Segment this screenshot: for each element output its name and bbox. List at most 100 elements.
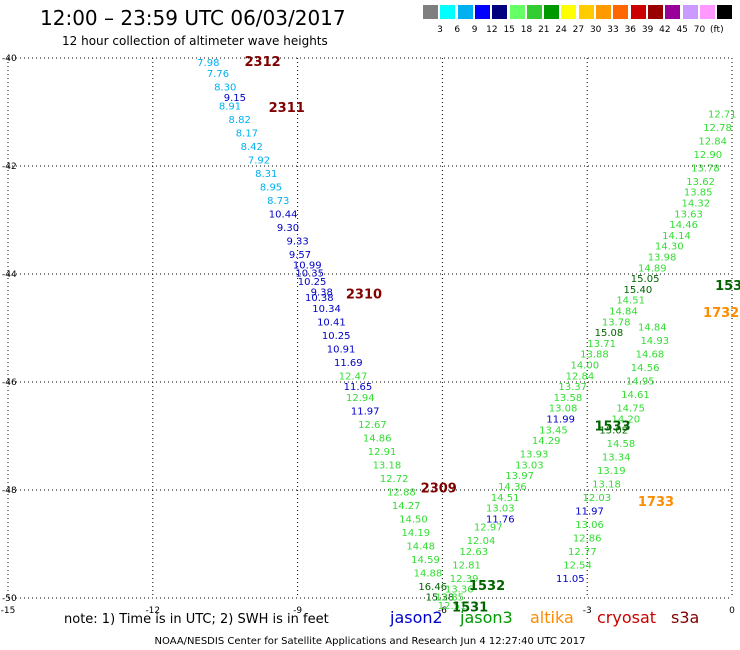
wave-height-label: 9.57 [289, 250, 311, 261]
wave-height-label: 12.81 [452, 560, 481, 571]
wave-height-label: 12.54 [563, 560, 592, 571]
wave-height-label: 12.71 [708, 109, 737, 120]
track-time-label: 1733 [638, 495, 674, 510]
color-scale-label: 45 [676, 25, 688, 35]
wave-height-label: 8.17 [236, 128, 258, 139]
color-scale-swatch [630, 5, 646, 19]
wave-height-label: 11.69 [334, 358, 363, 369]
color-scale-label: 33 [607, 25, 619, 35]
wave-height-label: 14.68 [636, 350, 665, 361]
wave-height-label: 14.27 [392, 501, 421, 512]
satellite-jason3-label: jason3 [460, 608, 513, 627]
track-time-label: 1732 [703, 306, 739, 321]
wave-height-label: 14.59 [411, 555, 440, 566]
color-scale-swatch [682, 5, 698, 19]
color-scale-swatch [492, 5, 508, 19]
wave-height-label: 14.56 [631, 363, 660, 374]
wave-height-label: 13.34 [602, 452, 631, 463]
track-time-label: 1533 [594, 420, 630, 435]
credit-line: NOAA/NESDIS Center for Satellite Applica… [154, 636, 586, 647]
wave-height-label: 13.03 [515, 460, 544, 471]
wave-height-label: 15.05 [631, 274, 660, 285]
wave-height-label: 12.91 [368, 447, 397, 458]
color-scale-label: 24 [555, 25, 567, 35]
wave-height-label: 13.19 [597, 466, 626, 477]
color-scale-swatch [474, 5, 490, 19]
wave-height-label: 9.38 [311, 288, 333, 299]
wave-height-label: 12.84 [698, 136, 727, 147]
wave-height-label: 14.84 [609, 307, 638, 318]
wave-height-label: 14.61 [621, 390, 650, 401]
color-scale-swatch [665, 5, 681, 19]
color-scale-swatch [561, 5, 577, 19]
wave-height-label: 16.46 [418, 582, 447, 593]
wave-height-label: 11.99 [546, 415, 575, 426]
wave-height-label: 14.00 [570, 361, 599, 372]
wave-height-label: 15.40 [624, 285, 653, 296]
wave-height-label: 15.08 [595, 328, 624, 339]
wave-height-label: 14.51 [616, 296, 645, 307]
wave-height-label: 13.62 [686, 177, 715, 188]
satellite-cryosat-label: cryosat [597, 608, 657, 627]
wave-height-label: 13.71 [587, 339, 616, 350]
wave-height-label: 9.33 [286, 236, 308, 247]
wave-height-label: 13.63 [674, 209, 703, 220]
wave-height-label: 8.73 [267, 196, 289, 207]
wave-height-label: 10.34 [312, 304, 341, 315]
y-tick-label: -44 [2, 270, 17, 280]
wave-height-label: 12.88 [387, 487, 416, 498]
color-scale-swatch [699, 5, 715, 19]
color-scale-label: 18 [520, 25, 533, 35]
color-scale-label: 42 [659, 25, 671, 35]
wave-height-label: 10.25 [298, 277, 327, 288]
wave-height-label: 12.39 [450, 574, 479, 585]
wave-height-label: 10.35 [295, 269, 324, 280]
satellite-s3a-label: s3a [671, 608, 700, 627]
wave-height-label: 8.82 [229, 115, 251, 126]
wave-height-label: 14.89 [638, 263, 667, 274]
x-tick-label: -6 [438, 606, 447, 616]
wave-height-label: 8.42 [241, 142, 263, 153]
wave-height-label: 12.67 [358, 420, 387, 431]
wave-height-label: 14.88 [414, 568, 443, 579]
wave-height-label: 15.02 [599, 425, 628, 436]
wave-height-label: 14.14 [662, 231, 691, 242]
x-tick-label: 0 [729, 606, 735, 616]
footer-note: note: 1) Time is in UTC; 2) SWH is in fe… [64, 612, 329, 627]
wave-height-label: 11.97 [351, 406, 380, 417]
color-scale-label: 15 [503, 25, 515, 35]
y-tick-label: -42 [2, 162, 17, 172]
x-tick-label: -15 [1, 606, 16, 616]
wave-height-label: 7.76 [207, 69, 229, 80]
satellite-jason2-label: jason2 [390, 608, 443, 627]
wave-height-label: 11.65 [344, 382, 373, 393]
wave-height-label: 14.29 [532, 436, 561, 447]
y-tick-label: -50 [2, 594, 17, 604]
color-scale-swatch [440, 5, 456, 19]
wave-height-label: 13.45 [539, 425, 568, 436]
wave-height-label: 14.50 [399, 514, 428, 525]
wave-height-label: 13.98 [648, 253, 677, 264]
page-subtitle: 12 hour collection of altimeter wave hei… [62, 34, 328, 48]
color-scale-label: 30 [589, 25, 602, 35]
color-scale-label: 27 [572, 25, 585, 35]
color-scale-label: 39 [641, 25, 654, 35]
wave-height-label: 12.94 [346, 393, 375, 404]
y-tick-label: -48 [2, 486, 17, 496]
wave-height-label: 13.85 [684, 188, 713, 199]
wave-height-label: 13.37 [558, 382, 587, 393]
wave-height-label: 12.51 [438, 601, 467, 612]
color-scale-label: 9 [471, 25, 478, 35]
color-scale-label: 21 [538, 25, 550, 35]
x-tick-label: -12 [145, 606, 160, 616]
wave-height-label: 12.72 [380, 474, 409, 485]
track-time-label: 2309 [421, 482, 457, 497]
wave-height-label: 12.77 [568, 547, 597, 558]
color-scale-swatch [457, 5, 473, 19]
wave-height-label: 14.58 [607, 439, 636, 450]
wave-height-label: 9.15 [224, 93, 246, 104]
wave-height-label: 14.20 [611, 415, 640, 426]
wave-height-label: 10.25 [322, 331, 351, 342]
wave-height-label: 12.47 [339, 371, 368, 382]
